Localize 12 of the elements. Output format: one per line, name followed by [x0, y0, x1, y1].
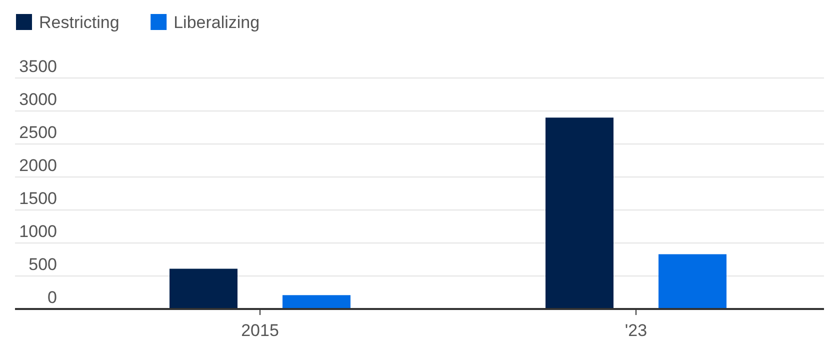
y-tick-label: 2000: [19, 156, 57, 175]
x-tick-label: '23: [624, 321, 648, 340]
legend-label: Liberalizing: [174, 13, 260, 32]
y-tick-label: 1500: [19, 189, 57, 208]
y-tick-label: 2500: [19, 123, 57, 142]
y-tick-label: 500: [28, 255, 57, 274]
legend-label: Restricting: [39, 13, 120, 32]
y-tick-label: 1000: [19, 222, 57, 241]
y-tick-label: 0: [48, 288, 57, 307]
y-tick-label: 3000: [19, 90, 57, 109]
x-tick-label: 2015: [241, 321, 279, 340]
y-tick-label: 3500: [19, 57, 57, 76]
